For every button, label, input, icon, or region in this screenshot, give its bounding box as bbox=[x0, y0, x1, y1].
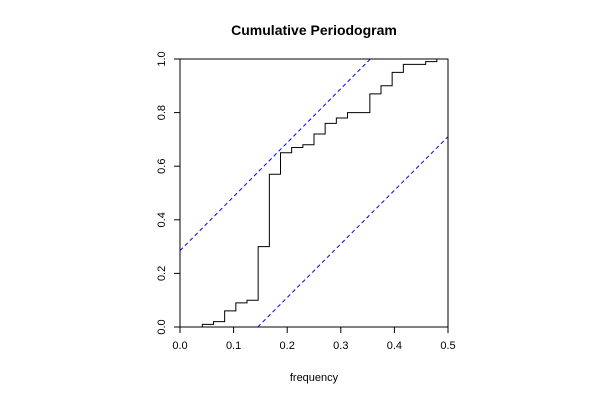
y-tick-label: 0.2 bbox=[156, 266, 168, 281]
chart-title: Cumulative Periodogram bbox=[231, 22, 397, 38]
x-tick-label: 0.1 bbox=[226, 340, 241, 352]
x-tick-label: 0.4 bbox=[387, 340, 402, 352]
cumulative-periodogram-line bbox=[191, 59, 438, 327]
y-tick-label: 0.8 bbox=[156, 105, 168, 120]
x-axis: 0.0 0.1 0.2 0.3 0.4 0.5 bbox=[172, 327, 456, 352]
series-layer bbox=[180, 59, 448, 327]
x-axis-label: frequency bbox=[290, 372, 339, 384]
plot-frame bbox=[179, 58, 449, 328]
x-tick-label: 0.5 bbox=[440, 340, 455, 352]
upper-confidence-line bbox=[180, 59, 371, 251]
lower-confidence-line bbox=[257, 136, 448, 327]
y-axis: 0.0 0.2 0.4 0.6 0.8 1.0 bbox=[156, 51, 180, 335]
y-tick-label: 0.0 bbox=[156, 319, 168, 334]
x-tick-label: 0.3 bbox=[333, 340, 348, 352]
x-tick-label: 0.0 bbox=[172, 340, 187, 352]
y-tick-label: 0.4 bbox=[156, 212, 168, 227]
y-tick-label: 0.6 bbox=[156, 159, 168, 174]
y-tick-label: 1.0 bbox=[156, 51, 168, 66]
x-tick-label: 0.2 bbox=[280, 340, 295, 352]
